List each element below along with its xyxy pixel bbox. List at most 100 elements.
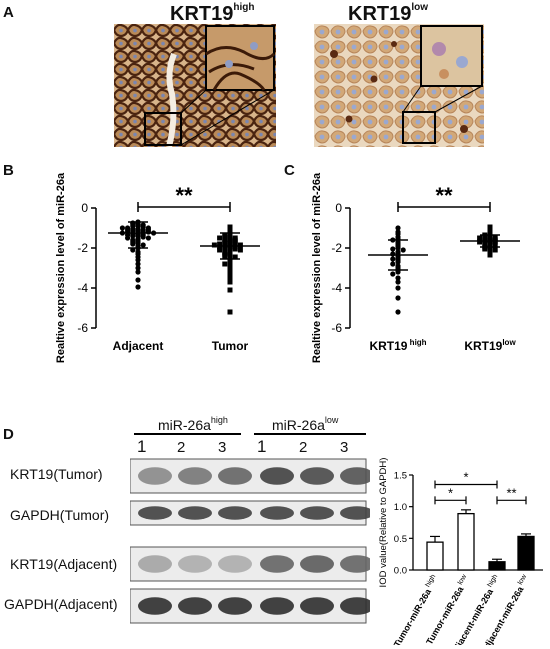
scatter-c-point-0-17 (390, 256, 396, 262)
ihc-high-title-text: KRT19 (170, 3, 234, 25)
wb-group-high: miR-26ahigh (158, 415, 228, 433)
scatter-b-xlabel-text-1: Tumor (212, 339, 249, 353)
wb-band-2-1 (178, 555, 212, 573)
panel-label-b: B (3, 162, 14, 179)
scatter-b-point-0-28 (130, 233, 136, 239)
scatter-c-point-0-10 (390, 246, 396, 252)
ihc-low-image (314, 24, 484, 147)
bar-xlabel-3: Adjacent-miR-26a low (478, 573, 532, 645)
ihc-low-title: KRT19low (348, 2, 428, 26)
bar-sig-label-0: * (448, 485, 453, 500)
wb-group-low-line (254, 433, 366, 435)
ihc-high-title-sup: high (233, 2, 255, 13)
scatter-c-point-0-11 (400, 247, 406, 253)
wb-band-0-1 (178, 467, 212, 485)
scatter-b-point-1-39 (227, 259, 233, 265)
bar-xlabel-sup-0: high (424, 573, 438, 590)
scatter-b-point-1-19 (237, 242, 243, 248)
wb-row-label-gapdh-tumor: GAPDH(Tumor) (10, 507, 110, 523)
scatter-c-ylabel: Realtive expression level of miR-26a (311, 172, 323, 363)
scatter-c-xlabel-sup-1: low (502, 338, 516, 347)
bar-chart-iod: IOD value(Relative to GAPDH) 0.0 0.5 1.0 1.5… (378, 458, 543, 645)
scatter-b-point-0-50 (135, 284, 141, 290)
ihc-low-svg (314, 24, 484, 147)
wb-lane-3: 3 (218, 439, 227, 456)
wb-band-0-3 (260, 467, 294, 485)
panel-label-a: A (3, 4, 14, 21)
scatter-b-point-0-49 (135, 277, 141, 283)
wb-band-1-5 (340, 506, 370, 520)
wb-band-1-0 (138, 506, 172, 520)
wb-group-high-line (134, 433, 241, 435)
wb-band-0-0 (138, 467, 172, 485)
scatter-c-point-0-24 (395, 269, 401, 275)
scatter-b-point-1-29 (237, 247, 243, 253)
scatter-b-ytick-label-0: 0 (81, 201, 88, 215)
wb-group-low-text: miR-26a (272, 417, 325, 433)
scatter-b-ytick-label-2: -4 (77, 281, 88, 295)
scatter-b-point-1-26 (222, 245, 228, 251)
scatter-c-point-0-14 (390, 251, 396, 257)
scatter-b-point-0-48 (135, 269, 141, 275)
panel-label-c: C (284, 162, 295, 179)
ihc-low-title-text: KRT19 (348, 3, 412, 25)
scatter-c-point-0-20 (390, 261, 396, 267)
scatter-b-xlabel-0: Adjacent (113, 339, 164, 353)
scatter-c-point-0-0 (395, 225, 401, 231)
wb-band-2-0 (138, 555, 172, 573)
scatter-b-point-1-6 (222, 234, 228, 240)
bar-sig-label-2: * (463, 470, 468, 485)
scatter-c-point-0-29 (395, 295, 401, 301)
wb-row-label-gapdh-adjacent: GAPDH(Adjacent) (4, 596, 118, 612)
ihc-low-roi-box (402, 111, 436, 144)
bar-ylabel: IOD value(Relative to GAPDH) (378, 458, 389, 588)
scatter-c-point-1-24 (487, 249, 493, 255)
scatter-b-point-0-29 (140, 234, 146, 240)
scatter-b-point-0-10 (119, 225, 125, 231)
ihc-high-svg (114, 24, 276, 147)
bar-xlabel-sup-1: low (456, 573, 469, 588)
scatter-c-point-1-18 (492, 242, 498, 248)
wb-group-low-sup: low (324, 415, 339, 425)
bar-ytick-label-1: 0.5 (394, 534, 407, 545)
scatter-c-point-0-26 (395, 275, 401, 281)
ihc-high-roi-box (144, 112, 182, 146)
wb-lane-4: 1 (257, 437, 267, 456)
scatter-c-xlabel-text-1: KRT19 (464, 339, 502, 353)
scatter-c-point-1-8 (477, 235, 483, 241)
scatter-b-point-1-27 (232, 246, 238, 252)
wb-band-3-3 (260, 597, 294, 615)
scatter-c-point-1-17 (482, 241, 488, 247)
scatter-b-point-1-28 (217, 247, 223, 253)
wb-band-2-3 (260, 555, 294, 573)
scatter-c-sig-label: ** (435, 183, 453, 208)
scatter-c-xlabel-0: KRT19 high (369, 338, 426, 353)
scatter-b-point-1-18 (217, 241, 223, 247)
wb-lane-1: 1 (137, 437, 147, 456)
wb-band-1-2 (218, 506, 252, 520)
wb-band-3-2 (218, 597, 252, 615)
scatter-b-ytick-label-1: -2 (77, 241, 88, 255)
scatter-b-point-0-47 (135, 265, 141, 271)
bar-sig-label-1: ** (506, 485, 516, 500)
scatter-b-point-0-46 (135, 261, 141, 267)
scatter-b-point-1-24 (217, 244, 223, 250)
wb-group-high-text: miR-26a (158, 417, 211, 433)
bar-ytick-label-2: 1.0 (394, 502, 407, 513)
scatter-b-ytick-label-3: -6 (77, 321, 88, 335)
bar-1 (457, 512, 475, 571)
scatter-b-point-1-44 (227, 271, 233, 277)
scatter-c-point-1-14 (492, 239, 498, 245)
scatter-b-point-1-35 (222, 253, 228, 259)
wb-lane-5: 2 (299, 439, 308, 456)
wb-band-2-2 (218, 555, 252, 573)
ihc-high-title: KRT19high (170, 2, 254, 26)
scatter-c-xlabel-1: KRT19low (464, 338, 516, 353)
scatter-b-point-0-37 (130, 241, 136, 247)
scatter-c-ytick-label-1: -2 (331, 241, 342, 255)
wb-band-3-4 (300, 597, 334, 615)
scatter-c-point-1-23 (492, 247, 498, 253)
bar-0 (426, 541, 444, 571)
wb-band-3-5 (340, 597, 370, 615)
scatter-c: Realtive expression level of miR-26a 0 -2 -… (311, 172, 520, 363)
